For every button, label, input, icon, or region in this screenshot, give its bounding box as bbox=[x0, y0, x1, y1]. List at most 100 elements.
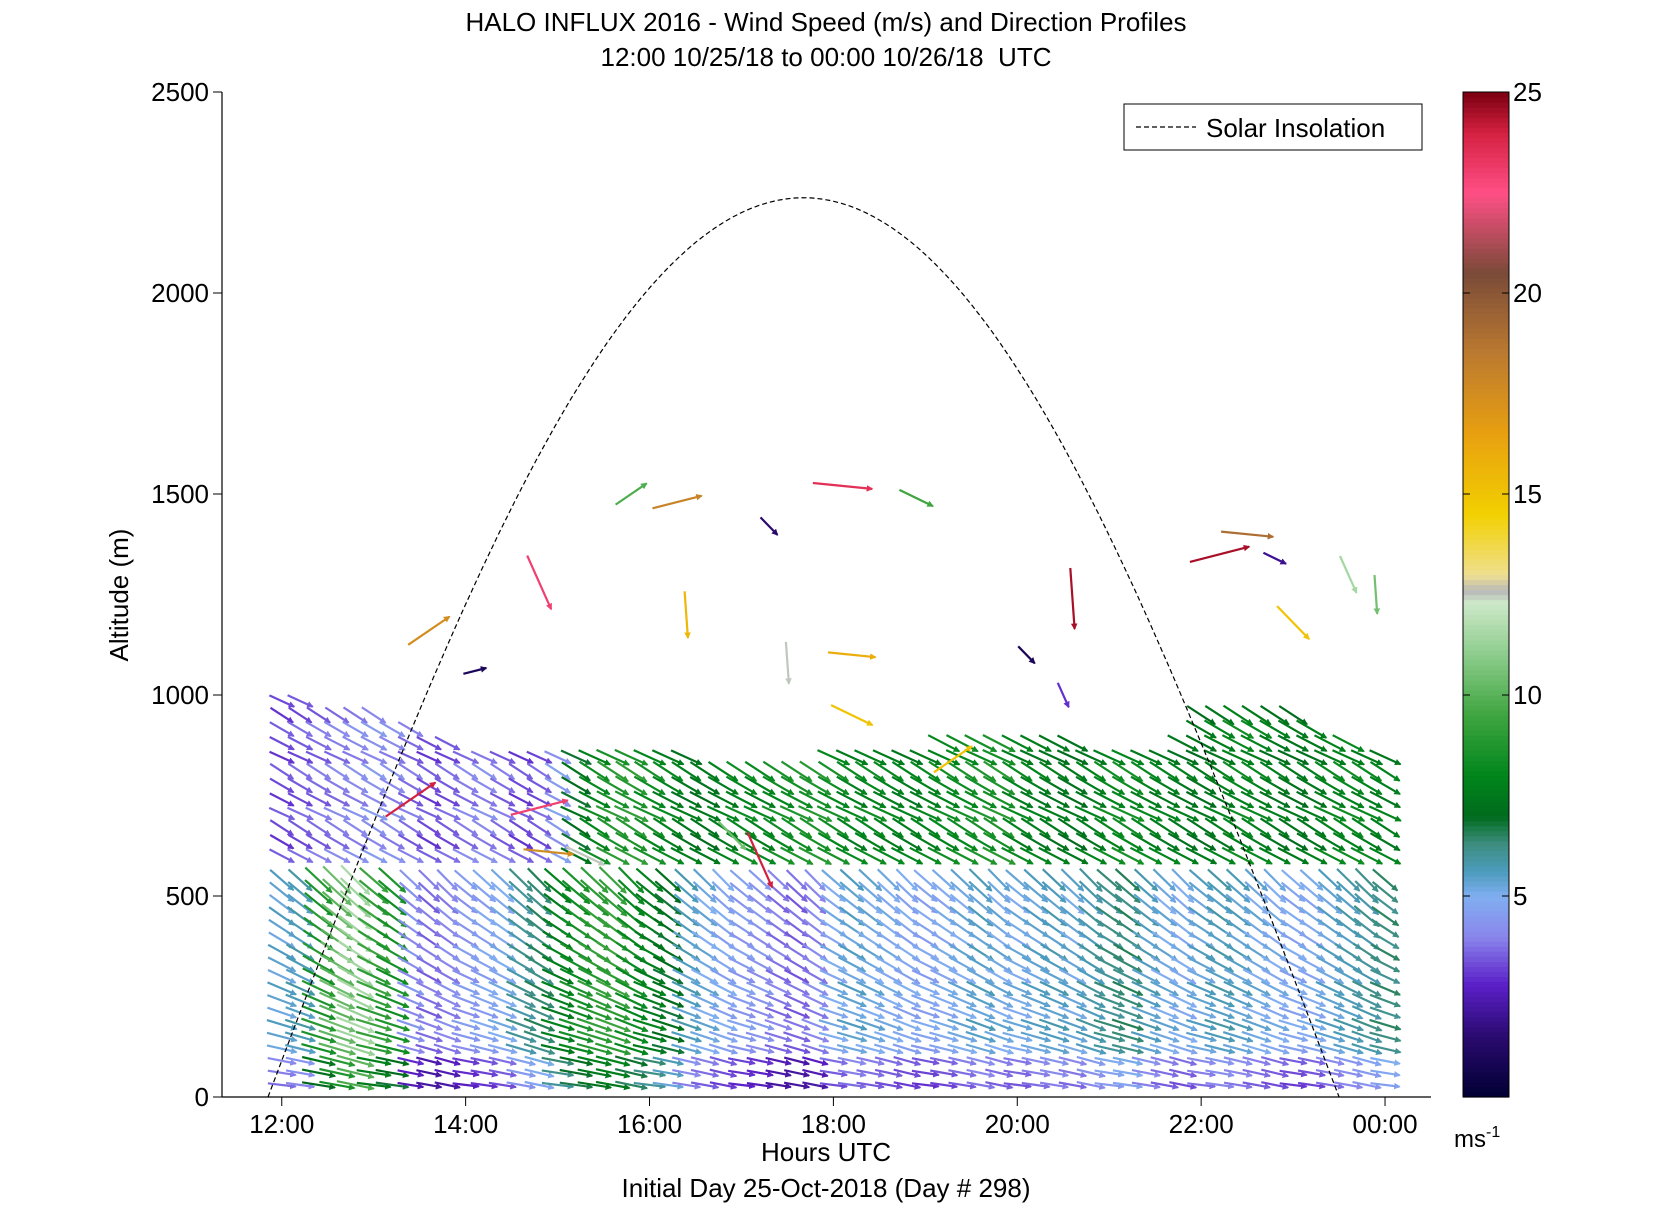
colorbar-band bbox=[1463, 157, 1509, 163]
wind-vector bbox=[335, 1016, 376, 1034]
colorbar-band bbox=[1463, 1046, 1509, 1053]
wind-vector bbox=[287, 848, 314, 864]
colorbar-band bbox=[1463, 1031, 1509, 1038]
wind-vector bbox=[615, 816, 648, 839]
wind-vector bbox=[399, 869, 422, 891]
colorbar-band bbox=[1463, 177, 1509, 184]
wind-vector bbox=[319, 1067, 356, 1079]
wind-vector bbox=[671, 1018, 703, 1032]
wind-vector bbox=[340, 864, 371, 896]
wind-vector bbox=[633, 1081, 667, 1090]
wind-vector bbox=[803, 893, 827, 915]
wind-vector bbox=[374, 1018, 411, 1032]
wind-vector bbox=[615, 966, 648, 986]
wind-vector bbox=[729, 894, 754, 914]
wind-vector bbox=[319, 953, 355, 975]
wind-vector bbox=[336, 1080, 375, 1091]
wind-vector bbox=[434, 1081, 461, 1090]
wind-vector bbox=[375, 967, 409, 986]
wind-vector bbox=[434, 750, 461, 764]
wind-vector bbox=[452, 848, 480, 864]
wind-vector bbox=[360, 848, 388, 864]
wind-vector bbox=[633, 980, 667, 997]
wind-vector bbox=[434, 1056, 461, 1067]
wind-vector bbox=[689, 761, 720, 782]
wind-vector bbox=[672, 1069, 702, 1078]
colorbar-band bbox=[1463, 478, 1509, 485]
colorbar-band bbox=[1463, 483, 1509, 490]
wind-vector bbox=[819, 994, 849, 1008]
wind-vector bbox=[727, 1031, 757, 1043]
wind-vector bbox=[577, 1068, 613, 1079]
wind-vector bbox=[472, 869, 496, 891]
wind-vector bbox=[633, 1069, 667, 1078]
wind-vector bbox=[801, 993, 829, 1008]
wind-vector bbox=[745, 1019, 775, 1031]
colorbar-band bbox=[1463, 197, 1509, 204]
colorbar-band bbox=[1463, 122, 1509, 128]
wind-vector bbox=[541, 980, 575, 997]
wind-vector bbox=[783, 1069, 811, 1078]
colorbar-band bbox=[1463, 323, 1509, 329]
wind-vector bbox=[762, 817, 794, 839]
wind-vector bbox=[725, 790, 758, 809]
wind-vector bbox=[305, 848, 333, 864]
wind-vector bbox=[452, 931, 479, 949]
colorbar-band bbox=[1463, 986, 1509, 993]
wind-vector bbox=[579, 891, 610, 917]
wind-vector bbox=[416, 750, 443, 764]
wind-vector bbox=[729, 869, 754, 891]
wind-vector bbox=[785, 881, 808, 903]
colorbar-band bbox=[1463, 127, 1509, 133]
colorbar-band bbox=[1463, 860, 1509, 867]
wind-vector bbox=[305, 777, 332, 794]
colorbar-band bbox=[1463, 901, 1509, 907]
wind-vector bbox=[837, 1069, 867, 1078]
colorbar-band bbox=[1463, 609, 1509, 616]
wind-vector bbox=[559, 1081, 594, 1090]
wind-vector bbox=[632, 1018, 668, 1032]
wind-vector bbox=[269, 834, 295, 850]
wind-vector bbox=[375, 942, 409, 963]
colorbar-band bbox=[1463, 262, 1509, 269]
wind-vector bbox=[489, 792, 516, 807]
colorbar-band bbox=[1463, 941, 1509, 947]
wind-vector bbox=[416, 1069, 443, 1078]
wind-vector bbox=[708, 1030, 739, 1043]
wind-vector bbox=[817, 846, 851, 865]
wind-vector bbox=[416, 736, 442, 751]
wind-vector bbox=[318, 1004, 356, 1021]
colorbar-band bbox=[1463, 458, 1509, 465]
wind-vector bbox=[727, 956, 756, 972]
wind-vector bbox=[801, 1018, 830, 1031]
wind-vector bbox=[318, 1016, 357, 1033]
wind-vector bbox=[488, 993, 518, 1008]
wind-vector bbox=[416, 1081, 443, 1090]
wind-vector bbox=[267, 943, 297, 961]
wind-vector bbox=[375, 1068, 410, 1079]
wind-vector bbox=[397, 1069, 425, 1078]
wind-vector bbox=[355, 1030, 393, 1044]
wind-vector bbox=[543, 806, 573, 821]
wind-vector bbox=[559, 1068, 594, 1079]
wind-vector bbox=[798, 846, 833, 866]
wind-vector bbox=[652, 760, 684, 782]
wind-vector bbox=[301, 1030, 337, 1044]
wind-vector bbox=[558, 1043, 595, 1055]
wind-vector bbox=[821, 869, 846, 891]
wind-vector bbox=[285, 968, 315, 985]
wind-vector bbox=[306, 762, 332, 781]
wind-vector bbox=[595, 1068, 631, 1079]
wind-vector bbox=[780, 790, 814, 809]
wind-vector bbox=[377, 892, 407, 916]
wind-vector bbox=[670, 805, 703, 822]
colorbar-band bbox=[1463, 795, 1509, 802]
wind-vector bbox=[508, 750, 534, 764]
colorbar-band bbox=[1463, 438, 1509, 445]
wind-vector bbox=[358, 866, 389, 893]
colorbar-band bbox=[1463, 1016, 1509, 1023]
wind-vector bbox=[672, 955, 701, 973]
wind-vector bbox=[633, 942, 666, 962]
wind-vector bbox=[651, 1043, 685, 1055]
wind-vector bbox=[708, 1018, 739, 1032]
